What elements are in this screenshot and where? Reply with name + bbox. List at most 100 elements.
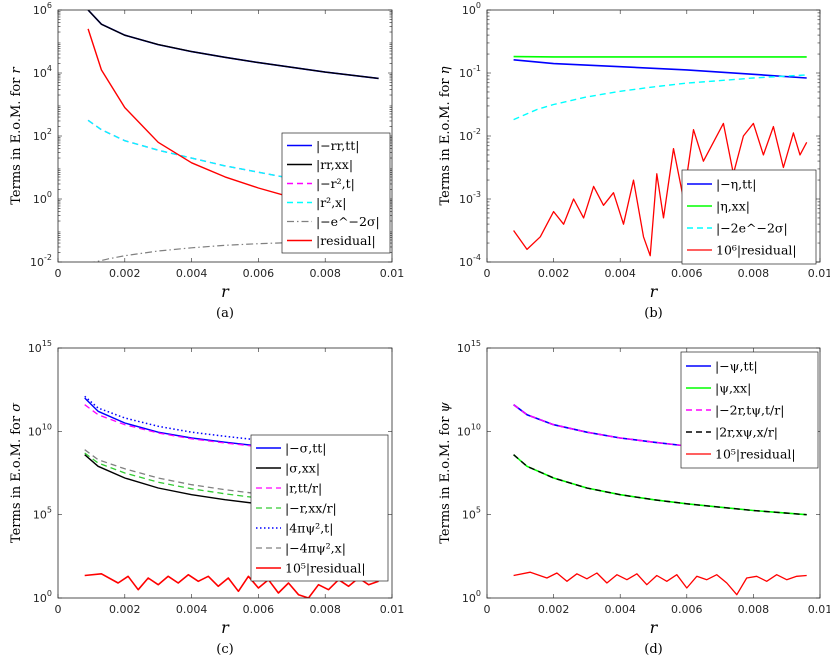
chart-c-xtick-label: 0.006 [243, 603, 275, 616]
chart-d-legend-label: |−ψ,tt| [715, 359, 758, 374]
chart-d-ytick-label: 1010 [457, 422, 481, 438]
chart-c-xtick-label: 0 [55, 603, 62, 616]
chart-d-ytick-label: 100 [462, 589, 481, 605]
chart-c-legend-label: |−r,xx/r| [285, 501, 337, 516]
chart-b-ytick-label: 100 [462, 1, 481, 17]
chart-b-xtick-label: 0.004 [604, 267, 636, 280]
chart-c-plot-frame [57, 347, 393, 599]
chart-b-xtick-label: 0.002 [538, 267, 570, 280]
chart-a-xtick-label: 0.008 [309, 267, 341, 280]
chart-a: 0 0.002 0.004 0.006 0.008 0.01 10-2 100 102 104 10… [9, 1, 404, 321]
chart-a-xlabel: r [221, 282, 230, 301]
chart-c-xtick-label: 0.008 [309, 603, 341, 616]
chart-d-xlabel: r [650, 618, 659, 637]
chart-a-legend: |−rr,tt| |rr,xx| |−r²,t| |r²,x| |−e^−2σ| |res… [281, 132, 391, 254]
chart-b-legend-label: |η,xx| [716, 199, 750, 214]
chart-d-legend-label: |ψ,xx| [715, 381, 751, 396]
chart-d-series-line-5 [513, 571, 807, 596]
chart-b-ylabel: Terms in E.o.M. for η [438, 66, 453, 205]
chart-a-xtick-label: 0.004 [176, 267, 208, 280]
chart-b-ytick-label: 10-4 [459, 253, 481, 269]
chart-a-legend-label: |r²,x| [316, 195, 346, 210]
chart-c-ytick-label: 100 [33, 589, 52, 605]
chart-c: 0 0.002 0.004 0.006 0.008 0.01 100 105 1010 1015 r… [9, 339, 404, 657]
chart-a-ytick-label: 104 [33, 64, 52, 80]
chart-b-legend-label: |−2e^−2σ| [716, 221, 788, 236]
chart-d-legend-label: 10⁵|residual| [715, 447, 796, 462]
chart-a-ytick-label: 100 [33, 190, 52, 206]
chart-a-caption: (a) [216, 306, 234, 321]
chart-c-legend-label: |σ,xx| [285, 461, 320, 476]
chart-d-legend-label: |2r,xψ,x/r| [715, 425, 778, 440]
chart-d-xtick-label: 0 [484, 603, 491, 616]
chart-a-legend-label: |−e^−2σ| [316, 214, 380, 229]
chart-a-xtick-label: 0.01 [380, 267, 405, 280]
chart-d-legend-box [680, 351, 819, 469]
chart-d-xtick-label: 0.002 [538, 603, 570, 616]
chart-b-ytick-label: 10-3 [459, 190, 481, 206]
chart-c-legend-label: |r,tt/r| [285, 481, 322, 496]
chart-a-legend-label: |rr,xx| [316, 157, 353, 172]
chart-b-xlabel: r [650, 282, 659, 301]
chart-d-caption: (d) [644, 642, 662, 657]
chart-c-legend-label: 10⁵|residual| [285, 561, 366, 576]
chart-a-xtick-label: 0.002 [109, 267, 141, 280]
chart-d-xtick-label: 0.01 [808, 603, 830, 616]
chart-d-xtick-label: 0.008 [738, 603, 770, 616]
chart-d-legend: |−ψ,tt| |ψ,xx| |−2r,tψ,t/r| |2r,xψ,x/r| 10⁵|… [680, 351, 819, 469]
chart-c-xtick-label: 0.004 [176, 603, 208, 616]
chart-a-xtick-label: 0 [55, 267, 62, 280]
chart-c-ytick-label: 1015 [28, 339, 52, 355]
chart-b-legend-label: 10⁶|residual| [716, 243, 797, 258]
chart-a-ytick-label: 102 [33, 127, 52, 143]
chart-c-series-line-7 [84, 572, 379, 598]
chart-d-xtick-label: 0.004 [604, 603, 636, 616]
chart-d-series-line-4 [513, 454, 807, 516]
chart-b-legend: |−η,tt| |η,xx| |−2e^−2σ| 10⁶|residual| [681, 169, 817, 265]
chart-b-series [513, 55, 808, 257]
chart-c-legend-box [250, 434, 389, 582]
chart-a-ytick-label: 106 [33, 1, 52, 17]
chart-b-legend-box [681, 169, 817, 265]
chart-a-ylabel: Terms in E.o.M. for r [9, 66, 24, 204]
chart-d-legend-label: |−2r,tψ,t/r| [715, 403, 784, 418]
chart-b-series-line-1 [513, 59, 807, 79]
chart-d-xtick-label: 0.006 [671, 603, 703, 616]
chart-a-legend-label: |−rr,tt| [316, 138, 360, 153]
chart-b-xtick-label: 0 [484, 267, 491, 280]
chart-c-ytick-label: 105 [33, 506, 52, 522]
chart-a-legend-label: |residual| [316, 233, 376, 248]
chart-b-caption: (b) [644, 306, 662, 321]
chart-c-legend-label: |4πψ²,t| [285, 521, 333, 536]
chart-a-ytick-label: 10-2 [30, 253, 52, 269]
chart-c-ytick-label: 1010 [28, 422, 52, 438]
chart-b-series-line-4 [513, 122, 808, 257]
chart-a-xtick-label: 0.006 [243, 267, 275, 280]
chart-b-ytick-label: 10-1 [459, 64, 481, 80]
chart-c-xlabel: r [221, 618, 230, 637]
chart-b-xtick-label: 0.006 [671, 267, 703, 280]
chart-c-xtick-label: 0.002 [109, 603, 141, 616]
chart-c-legend-label: |−4πψ²,x| [285, 541, 346, 556]
chart-b-xtick-label: 0.008 [738, 267, 770, 280]
chart-b-ytick-label: 10-2 [459, 127, 481, 143]
chart-c-caption: (c) [216, 642, 233, 657]
chart-d-ytick-label: 1015 [457, 339, 481, 355]
chart-a-legend-box [281, 132, 391, 254]
chart-d: 0 0.002 0.004 0.006 0.008 0.01 100 105 1010 1015 r… [438, 339, 830, 657]
chart-b-legend-label: |−η,tt| [716, 177, 756, 192]
chart-c-xtick-label: 0.01 [380, 603, 405, 616]
chart-b-xtick-label: 0.01 [808, 267, 830, 280]
chart-b-series-line-3 [513, 74, 807, 121]
chart-a-legend-label: |−r²,t| [316, 176, 355, 191]
chart-d-ylabel: Terms in E.o.M. for ψ [438, 401, 453, 543]
chart-c-ylabel: Terms in E.o.M. for σ [9, 402, 24, 543]
chart-c-legend-label: |−σ,tt| [285, 441, 326, 456]
chart-a-series-line-1 [87, 10, 379, 80]
chart-d-ytick-label: 105 [462, 506, 481, 522]
chart-b: 0 0.002 0.004 0.006 0.008 0.01 10-4 10-3 10-2 10-… [438, 1, 830, 321]
chart-c-legend: |−σ,tt| |σ,xx| |r,tt/r| |−r,xx/r| |4πψ²,t| |−… [250, 434, 389, 582]
chart-d-plot-frame [486, 347, 821, 599]
chart-a-series-line-2 [87, 10, 379, 80]
